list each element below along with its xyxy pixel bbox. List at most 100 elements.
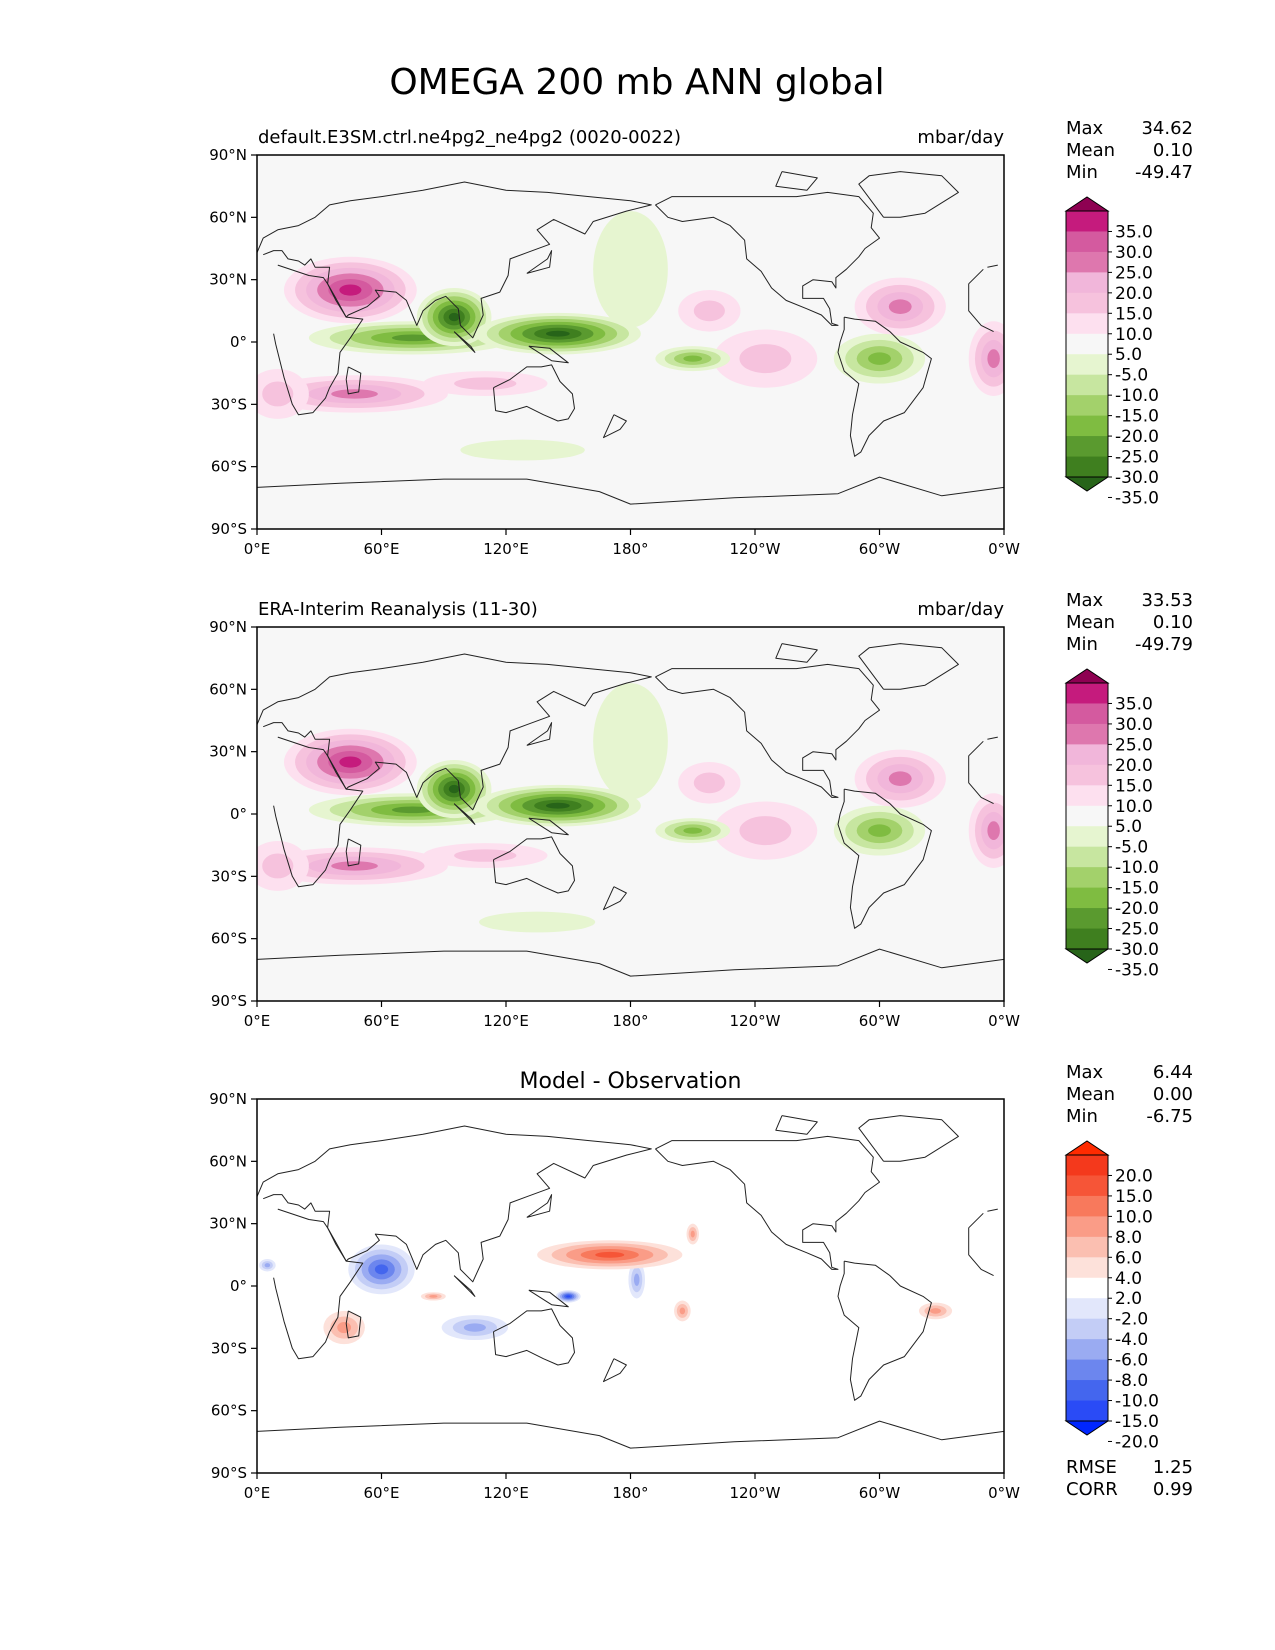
contour-level — [391, 806, 434, 814]
colorbar-tick-label: 10.0 — [1115, 325, 1153, 345]
contour-level — [460, 439, 585, 461]
stat-value: 34.62 — [1141, 118, 1193, 139]
colorbar-tick-label: -6.0 — [1115, 1351, 1148, 1371]
contour-level — [479, 911, 596, 933]
contour-level — [739, 344, 792, 374]
colorbar-tick-label: 35.0 — [1115, 694, 1153, 714]
coastline — [526, 250, 553, 274]
colorbar-segment — [1066, 1175, 1108, 1197]
x-tick-label: 60°E — [363, 540, 399, 558]
x-tick-label: 0°W — [988, 540, 1020, 558]
coastline — [775, 171, 818, 191]
coastline — [528, 1289, 569, 1308]
colorbar-segment — [1066, 456, 1108, 478]
coastline — [603, 414, 627, 439]
colorbar-tick-label: 20.0 — [1115, 284, 1153, 304]
contour-level — [868, 352, 891, 365]
contour-feature — [261, 847, 448, 885]
contour-level — [454, 849, 517, 862]
contour-feature — [854, 277, 946, 336]
x-tick-label: 60°E — [363, 1484, 399, 1502]
stat-label: Mean — [1066, 1084, 1115, 1105]
contour-level — [566, 1295, 571, 1298]
contour-level — [264, 1263, 271, 1268]
panel-units: mbar/day — [917, 127, 1004, 148]
contour-feature — [348, 1244, 415, 1295]
stat-label: Mean — [1066, 140, 1115, 161]
contour-feature — [678, 290, 741, 332]
colorbar: 20.015.010.08.06.04.02.0-2.0-4.0-6.0-8.0… — [1064, 1140, 1159, 1452]
coastlines — [257, 643, 1004, 977]
stat-value: -49.47 — [1135, 162, 1193, 183]
contour-feature — [655, 346, 731, 372]
contour-feature — [259, 1258, 276, 1272]
y-tick-label: 30°S — [211, 867, 247, 885]
colorbar-tick-label: 25.0 — [1115, 735, 1153, 755]
contour-field — [259, 1223, 953, 1345]
colorbar-segment — [1066, 1359, 1108, 1381]
coastline — [528, 345, 569, 364]
stat-value: 33.53 — [1141, 590, 1193, 611]
contour-level — [331, 861, 378, 871]
contour-feature — [713, 801, 818, 860]
y-tick-label: 0° — [230, 1277, 247, 1295]
colorbar-tick-label: -35.0 — [1115, 960, 1159, 980]
coastline — [453, 803, 476, 825]
colorbar-tick-label: 10.0 — [1115, 1207, 1153, 1227]
colorbar-extend-min — [1064, 1420, 1110, 1436]
x-tick-label: 60°W — [859, 540, 901, 558]
colorbar-extend-max — [1064, 1140, 1110, 1156]
colorbar-tick-label: -10.0 — [1115, 1392, 1159, 1412]
contour-feature — [628, 1261, 646, 1299]
colorbar-segment — [1066, 1339, 1108, 1361]
coastline — [655, 191, 880, 326]
contour-feature — [420, 1292, 446, 1301]
contour-level — [262, 853, 294, 879]
colorbar-segment — [1066, 292, 1108, 314]
colorbar-tick-label: -35.0 — [1115, 488, 1159, 508]
contour-level — [331, 389, 378, 399]
colorbar-segment — [1066, 1277, 1108, 1299]
colorbar-segment — [1066, 1216, 1108, 1238]
x-tick-label: 120°W — [730, 1012, 781, 1030]
y-tick-label: 60°S — [211, 1402, 247, 1420]
x-tick-label: 180° — [612, 1012, 648, 1030]
colorbar-tick-label: 8.0 — [1115, 1228, 1142, 1248]
colorbar-segment — [1066, 211, 1108, 232]
y-tick-label: 90°N — [209, 1090, 247, 1108]
colorbar-extend-max — [1064, 196, 1110, 212]
contour-level — [262, 381, 294, 407]
colorbar-tick-label: 6.0 — [1115, 1248, 1142, 1268]
coastline — [603, 1358, 627, 1383]
x-tick-label: 120°E — [483, 1012, 529, 1030]
x-tick-label: 120°W — [730, 1484, 781, 1502]
x-tick-label: 0°E — [244, 1484, 271, 1502]
contour-level — [593, 211, 668, 328]
stat-value: 0.10 — [1153, 612, 1193, 633]
x-tick-label: 120°E — [483, 540, 529, 558]
colorbar-tick-label: 15.0 — [1115, 776, 1153, 796]
y-tick-label: 90°N — [209, 146, 247, 164]
coastline — [257, 1125, 998, 1283]
panel-units: mbar/day — [917, 599, 1004, 620]
colorbar-segment — [1066, 1257, 1108, 1279]
coastline — [858, 643, 959, 690]
coastline — [273, 1208, 994, 1360]
contour-feature — [416, 287, 492, 347]
contour-feature — [593, 211, 668, 328]
colorbar-tick-label: 4.0 — [1115, 1269, 1142, 1289]
coastline — [257, 181, 998, 339]
colorbar-segment — [1066, 887, 1108, 909]
contour-feature — [833, 333, 926, 384]
colorbar-tick-label: -4.0 — [1115, 1330, 1148, 1350]
contour-feature — [474, 312, 641, 355]
colorbar-tick-label: -2.0 — [1115, 1310, 1148, 1330]
colorbar-tick-label: 15.0 — [1115, 304, 1153, 324]
coastline — [526, 1194, 553, 1218]
contour-feature — [423, 371, 548, 397]
y-tick-label: 90°S — [211, 520, 247, 538]
y-tick-label: 90°S — [211, 1464, 247, 1482]
colorbar-segment — [1066, 744, 1108, 766]
colorbar-tick-label: -10.0 — [1115, 858, 1159, 878]
colorbar: 35.030.025.020.015.010.05.0-5.0-10.0-15.… — [1064, 668, 1159, 980]
